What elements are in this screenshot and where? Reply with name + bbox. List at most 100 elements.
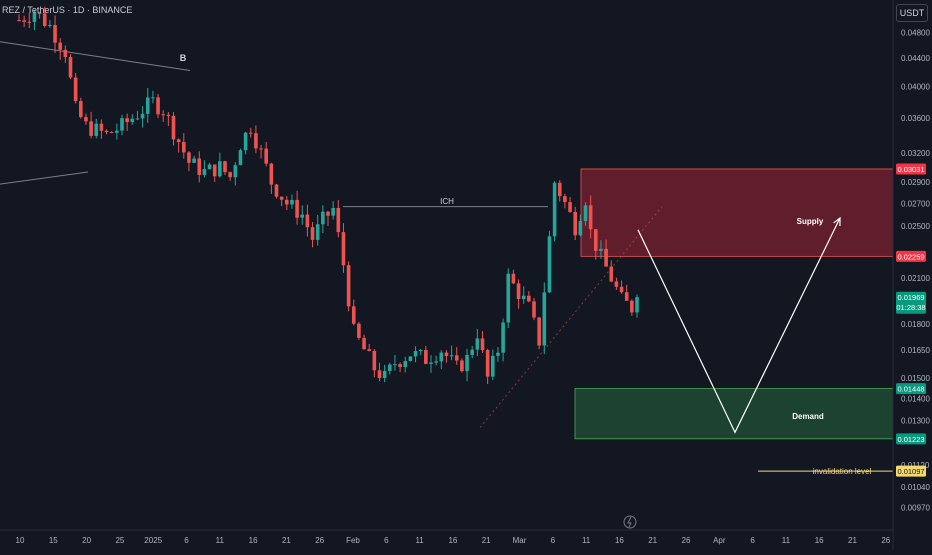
currency-button[interactable]: USDT [896, 4, 928, 22]
candle [568, 197, 572, 213]
candle [53, 15, 57, 53]
candle [269, 162, 274, 194]
candle [89, 111, 93, 139]
candle-body [182, 142, 186, 153]
candle [382, 364, 387, 383]
candle [485, 348, 490, 385]
candle-body [53, 25, 57, 43]
candle-body [408, 356, 413, 361]
candle [48, 20, 52, 28]
candle-body [202, 169, 207, 175]
candle-body [228, 172, 232, 178]
candle-body [367, 349, 371, 351]
price-tick-label: 0.01120 [901, 461, 930, 470]
candle-body [496, 352, 500, 356]
candle [218, 152, 222, 178]
candle-body [207, 164, 212, 170]
forecast-path [637, 217, 841, 434]
time-tick-label: 21 [648, 536, 657, 545]
candle-body [635, 297, 639, 313]
candle [290, 194, 294, 209]
candle-body [480, 338, 485, 351]
candle [197, 151, 202, 183]
candle-body [588, 205, 593, 230]
candle [444, 350, 449, 363]
candle-body [336, 207, 341, 233]
candle-body [99, 123, 104, 131]
candle-body [326, 211, 330, 216]
time-tick-label: 16 [615, 536, 624, 545]
candle [295, 190, 299, 225]
candle [274, 183, 279, 199]
candle [73, 72, 78, 104]
candle-body [171, 115, 176, 140]
candle [588, 195, 593, 239]
candle-body [454, 355, 459, 361]
candle [491, 349, 495, 381]
candle-body [73, 77, 78, 102]
candle-body [22, 20, 26, 22]
price-axis-bg [893, 0, 932, 550]
candle [388, 362, 392, 375]
time-tick-label: 16 [448, 536, 457, 545]
candle [27, 12, 32, 29]
candle-body [382, 370, 387, 379]
price-tick-label: 0.04800 [901, 28, 930, 37]
price-label-badge [896, 465, 926, 477]
time-tick-label: 20 [82, 536, 91, 545]
time-tick-label: 11 [216, 536, 225, 545]
candle-body [604, 248, 608, 267]
candle-body [573, 211, 577, 236]
candle [130, 114, 135, 125]
candle [635, 294, 639, 318]
candle [429, 355, 433, 373]
candle-body [609, 266, 614, 282]
time-tick-label: 11 [782, 536, 791, 545]
candle-body [176, 139, 181, 143]
candle-body [506, 273, 511, 323]
candle-body [32, 12, 37, 22]
candle [300, 205, 305, 225]
candle [521, 286, 526, 304]
candle [465, 348, 469, 382]
candle-body [264, 148, 268, 164]
candle [279, 196, 284, 207]
price-label-value: 0.01223 [897, 435, 924, 444]
candle [321, 205, 325, 234]
candle [403, 356, 408, 373]
candle [439, 350, 444, 370]
candle [182, 133, 186, 159]
candle-body [63, 49, 68, 58]
price-label-value: 0.01097 [897, 467, 924, 476]
candle-body [418, 350, 423, 352]
candle [192, 155, 196, 164]
candle [99, 119, 104, 139]
candle [264, 142, 268, 167]
price-label-badge [896, 383, 926, 395]
label-ich: ICH [440, 197, 454, 206]
candle [614, 277, 619, 290]
candle-body [109, 132, 114, 134]
candle-body [501, 322, 505, 353]
candle [480, 331, 485, 353]
candle [604, 239, 608, 267]
candle [233, 162, 238, 186]
candle-body [619, 286, 624, 293]
candle [454, 347, 459, 365]
candle [496, 346, 500, 362]
candle-body [521, 295, 526, 300]
annotation-layer: B ICH Supply Demand invalidation level [180, 53, 872, 529]
candle-body [516, 283, 521, 300]
upper-wedge-line [0, 41, 191, 72]
price-tick-label: 0.01040 [901, 483, 930, 492]
price-tick-label: 0.02500 [901, 222, 930, 231]
candle-body [594, 229, 598, 251]
candle-body [444, 352, 449, 357]
candle-body [115, 130, 119, 133]
candle [532, 297, 536, 321]
time-tick-label: 10 [16, 536, 25, 545]
candle [424, 345, 428, 365]
forecast-layer [637, 216, 841, 434]
